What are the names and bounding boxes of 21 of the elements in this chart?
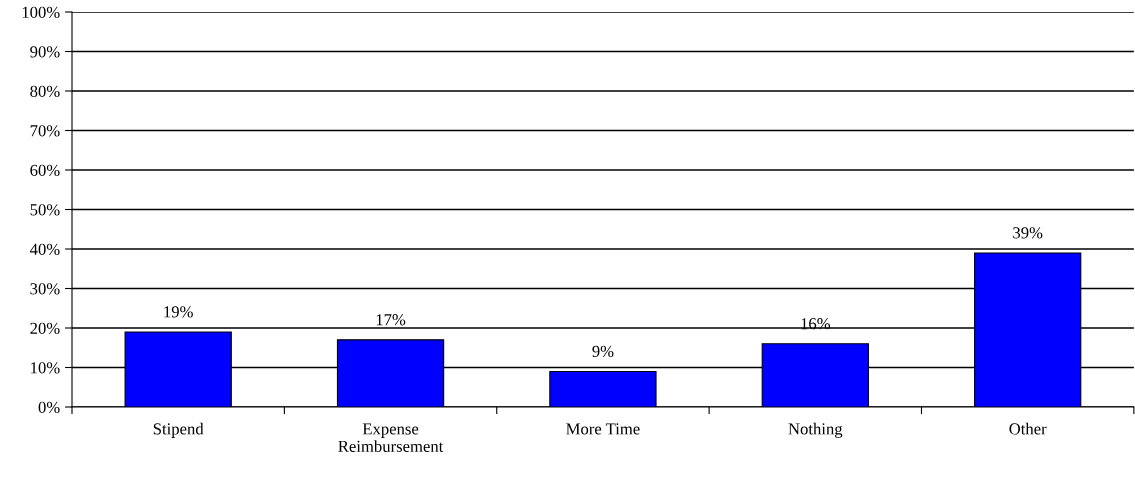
x-tick-label: Other <box>1009 422 1047 435</box>
y-tick-label: 80% <box>30 85 60 97</box>
x-tick-label: More Time <box>566 423 640 435</box>
y-tick-label: 40% <box>29 243 60 255</box>
y-tick-label: 70% <box>30 125 60 137</box>
data-label: 19% <box>164 306 193 318</box>
data-label: 16% <box>801 318 831 330</box>
y-tick-label: 0% <box>38 401 60 413</box>
y-tick-label: 50% <box>30 204 60 216</box>
y-tick-label: 20% <box>30 322 60 334</box>
x-tick-label: Stipend <box>153 422 204 438</box>
y-tick-label: 90% <box>30 46 60 58</box>
y-tick-label: 100% <box>22 6 60 18</box>
y-tick-label: 30% <box>30 283 60 295</box>
y-tick-label: 10% <box>31 362 60 374</box>
data-label: 9% <box>592 345 614 358</box>
data-label: 39% <box>1013 227 1043 239</box>
x-tick-label: Nothing <box>788 422 843 438</box>
y-tick-label: 60% <box>30 164 60 176</box>
x-tick-label: Expense Reimbursement <box>338 423 444 452</box>
data-label: 17% <box>376 314 406 326</box>
